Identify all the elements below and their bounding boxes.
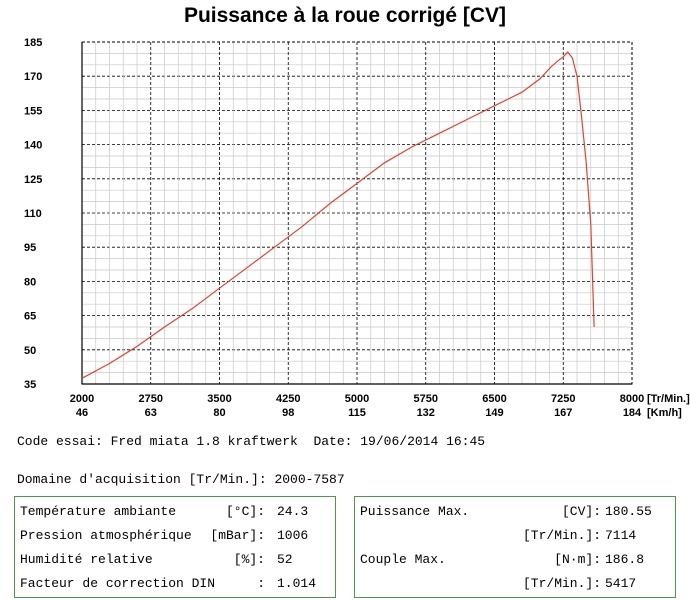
x-unit-speed: [Km/h] [647,407,682,419]
x-tick-label-speed: 98 [282,407,294,419]
y-tick-label: 140 [24,140,42,152]
x-tick-label-speed: 80 [213,407,225,419]
info-value: 1006 [277,528,309,543]
x-tick-label-rpm: 4250 [276,393,300,405]
y-tick-label: 95 [24,242,36,254]
info-row: Température ambiante [°C]: 24.3 [15,504,335,524]
info-value: 7114 [605,528,637,543]
info-label: Humidité relative [20,552,153,567]
y-tick-label: 170 [24,71,42,83]
y-tick-label: 80 [24,276,36,288]
power-curve-line [81,51,595,379]
y-tick-label: 65 [24,311,36,323]
info-label: Couple Max. [360,552,446,567]
info-label: Pression atmosphérique [20,528,192,543]
info-unit: [Tr/Min.]: [522,576,601,591]
y-tick-label: 50 [24,345,36,357]
info-unit: [mBar]: [210,528,265,543]
info-row: Facteur de correction DIN:1.014 [15,576,335,596]
y-tick-label: 155 [24,105,42,117]
test-info-line: Code essai: Fred miata 1.8 kraftwerk Dat… [17,434,486,449]
acquisition-range-line: Domaine d'acquisition [Tr/Min.]: 2000-75… [17,472,345,487]
x-tick-label-rpm: 6500 [482,393,506,405]
info-row: Puissance Max. [CV]: 180.55 [355,504,675,524]
info-row: [Tr/Min.]: 5417 [355,576,675,596]
grid [82,42,632,384]
info-value: 52 [277,552,293,567]
y-tick-label: 110 [24,208,42,220]
x-tick-label-speed: 132 [417,407,435,419]
info-unit: : [257,576,265,591]
axes [81,41,633,385]
info-unit: [CV]: [561,504,601,519]
info-row: Humidité relative [%]: 52 [15,552,335,572]
x-tick-label-rpm: 8000 [620,393,644,405]
x-tick-label-speed: 184 [623,407,642,419]
chart-title: Puissance à la roue corrigé [CV] [183,4,507,27]
y-tick-label: 185 [24,37,42,49]
info-label: Puissance Max. [360,504,470,519]
y-tick-labels: 185 170 155 140 125 110 95 80 65 50 35 [24,37,42,391]
y-tick-label: 125 [24,174,42,186]
info-value: 24.3 [277,504,309,519]
info-value: 180.55 [605,504,652,519]
info-label: Facteur de correction DIN [20,576,216,591]
x-tick-label-speed: 149 [485,407,503,419]
x-tick-label-rpm: 5750 [414,393,438,405]
info-unit: [Tr/Min.]: [522,528,601,543]
x-tick-label-rpm: 3500 [207,393,231,405]
results-box: Puissance Max. [CV]: 180.55 [Tr/Min.]: 7114 C… [354,496,676,598]
x-tick-label-speed: 167 [554,407,572,419]
info-value: 186.8 [605,552,645,567]
conditions-box: Température ambiante [°C]: 24.3 Pression at… [14,496,336,598]
x-tick-label-speed: 46 [76,407,88,419]
info-row: [Tr/Min.]: 7114 [355,528,675,548]
power-chart: 2000 46 2750 63 3500 80 4250 98 5000 115 5750 132 65… [24,37,690,419]
x-unit-rpm: [Tr/Min.] [647,393,690,405]
x-tick-label-speed: 115 [348,407,366,419]
y-tick-label: 35 [24,379,36,391]
info-unit: [N·m]: [554,552,601,567]
info-label: Température ambiante [20,504,177,519]
info-value: 5417 [605,576,637,591]
x-tick-label-speed: 63 [145,407,157,419]
x-tick-label-rpm: 2000 [70,393,94,405]
x-tick-label-rpm: 5000 [345,393,369,405]
info-row: Couple Max. [N·m]: 186.8 [355,552,675,572]
series [81,51,595,379]
x-tick-label-rpm: 2750 [139,393,163,405]
x-tick-label-rpm: 7250 [551,393,575,405]
info-unit: [°C]: [225,504,265,519]
info-row: Pression atmosphérique [mBar]: 1006 [15,528,335,548]
info-unit: [%]: [233,552,265,567]
info-value: 1.014 [277,576,317,591]
x-tick-labels: 2000 46 2750 63 3500 80 4250 98 5000 115 5750 132 65… [70,393,644,419]
